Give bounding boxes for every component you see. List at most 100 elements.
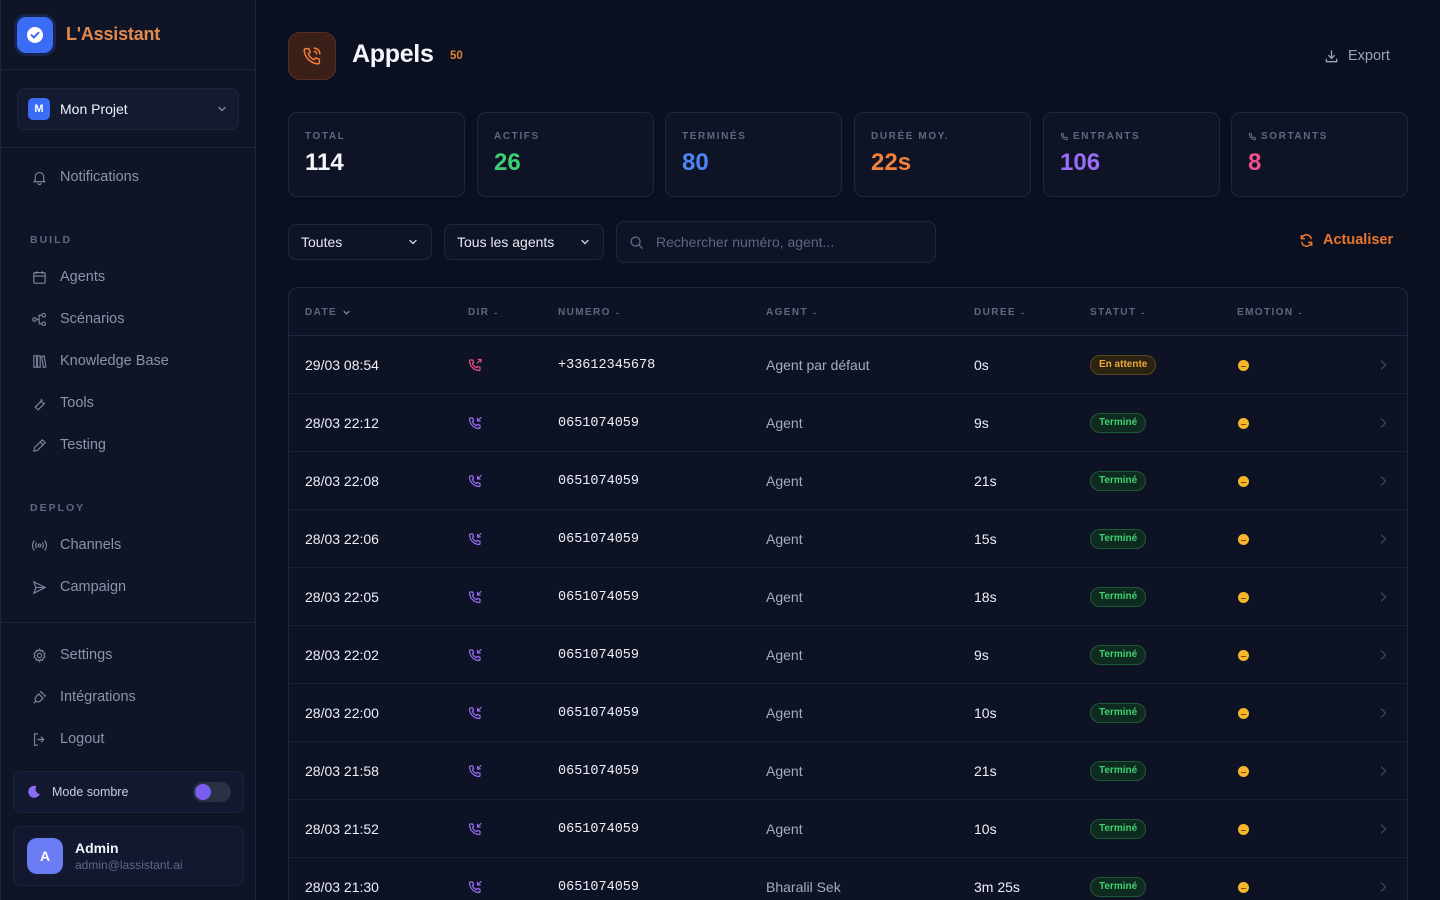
- column-header-emotion[interactable]: EMOTION -: [1237, 307, 1303, 318]
- column-header-duree[interactable]: DUREE -: [974, 307, 1025, 318]
- chevron-down-icon: [581, 239, 589, 245]
- cell-numero: 0651074059: [558, 415, 640, 431]
- chevron-right-icon[interactable]: [1379, 417, 1388, 429]
- chevron-right-icon[interactable]: [1379, 359, 1388, 371]
- chevron-right-icon[interactable]: [1379, 823, 1388, 835]
- cell-duree: 9s: [974, 647, 989, 663]
- incoming-call-icon: [468, 880, 482, 893]
- sidebar-item-label: Scénarios: [60, 311, 125, 327]
- sidebar-item-integrations[interactable]: Intégrations: [17, 679, 239, 715]
- status-badge: Terminé: [1090, 413, 1147, 433]
- sidebar-item-knowledge-base[interactable]: Knowledge Base: [17, 343, 239, 379]
- column-header-numero[interactable]: NUMERO -: [558, 307, 620, 318]
- sidebar-item-logout[interactable]: Logout: [17, 721, 239, 757]
- sidebar-item-notifications[interactable]: Notifications: [17, 159, 239, 195]
- status-badge: Terminé: [1090, 471, 1147, 491]
- stat-label: ACTIFS: [494, 131, 540, 142]
- cell-emotion: [1238, 568, 1249, 626]
- table-row[interactable]: 28/03 22:00 0651074059 Agent 10s Terminé: [289, 684, 1407, 742]
- cell-agent: Agent: [766, 415, 803, 431]
- status-badge: Terminé: [1090, 703, 1147, 723]
- sidebar-item-channels[interactable]: Channels: [17, 527, 239, 563]
- sidebar-item-agents[interactable]: Agents: [17, 259, 239, 295]
- cell-numero: 0651074059: [558, 473, 640, 489]
- cell-date: 28/03 21:30: [305, 879, 379, 895]
- cell-action: [1379, 336, 1388, 394]
- table-row[interactable]: 28/03 22:06 0651074059 Agent 15s Terminé: [289, 510, 1407, 568]
- sort-icon: -: [1141, 307, 1146, 318]
- cell-agent: Agent: [766, 473, 803, 489]
- cell-date: 29/03 08:54: [305, 357, 379, 373]
- agent-filter-select[interactable]: Tous les agents: [444, 224, 604, 260]
- table-row[interactable]: 28/03 22:02 0651074059 Agent 9s Terminé: [289, 626, 1407, 684]
- cell-duree: 10s: [974, 821, 997, 837]
- table-row[interactable]: 28/03 21:30 0651074059 Bharalil Sek 3m 2…: [289, 858, 1407, 900]
- project-switcher[interactable]: M Mon Projet: [17, 87, 239, 130]
- project-badge: M: [28, 97, 50, 120]
- column-header-agent[interactable]: AGENT -: [766, 307, 817, 318]
- sidebar-item-testing[interactable]: Testing: [17, 427, 239, 463]
- divider: [1, 147, 256, 148]
- cell-action: [1379, 452, 1388, 510]
- table-row[interactable]: 28/03 21:58 0651074059 Agent 21s Terminé: [289, 742, 1407, 800]
- neutral-face-icon: [1238, 359, 1249, 371]
- sidebar-item-campaign[interactable]: Campaign: [17, 569, 239, 605]
- user-card[interactable]: A Admin admin@lassistant.ai: [13, 826, 244, 886]
- table-row[interactable]: 28/03 22:08 0651074059 Agent 21s Terminé: [289, 452, 1407, 510]
- cell-numero: 0651074059: [558, 821, 640, 837]
- status-filter-select[interactable]: Toutes: [288, 224, 432, 260]
- refresh-icon: [1300, 233, 1313, 247]
- chevron-right-icon[interactable]: [1379, 881, 1388, 893]
- search-input[interactable]: [656, 234, 916, 250]
- incoming-call-icon: [468, 706, 482, 719]
- table-row[interactable]: 29/03 08:54 +33612345678 Agent par défau…: [289, 336, 1407, 394]
- table-row[interactable]: 28/03 22:05 0651074059 Agent 18s Terminé: [289, 568, 1407, 626]
- neutral-face-icon: [1238, 823, 1249, 835]
- cell-direction: [468, 626, 483, 684]
- stat-value: 26: [494, 149, 521, 176]
- status-badge: Terminé: [1090, 529, 1147, 549]
- column-label: DATE: [305, 307, 338, 318]
- cell-direction: [468, 858, 483, 900]
- main-content: Appels 50 Export TOTAL 114 ACTIFS 26 TER…: [256, 0, 1440, 900]
- chevron-right-icon[interactable]: [1379, 533, 1388, 545]
- column-label: STATUT: [1090, 307, 1137, 318]
- user-name: Admin: [75, 840, 119, 856]
- column-header-statut[interactable]: STATUT -: [1090, 307, 1146, 318]
- brand: L'Assistant: [1, 0, 255, 70]
- chevron-right-icon[interactable]: [1379, 765, 1388, 777]
- chevron-right-icon[interactable]: [1379, 649, 1388, 661]
- chevron-right-icon[interactable]: [1379, 475, 1388, 487]
- dark-mode-toggle[interactable]: [193, 782, 231, 802]
- table-row[interactable]: 28/03 21:52 0651074059 Agent 10s Terminé: [289, 800, 1407, 858]
- cell-agent: Agent: [766, 705, 803, 721]
- cell-direction: [468, 568, 483, 626]
- sidebar-item-label: Campaign: [60, 579, 127, 595]
- column-header-date[interactable]: DATE: [305, 307, 351, 318]
- cell-statut: Terminé: [1090, 568, 1147, 626]
- refresh-button[interactable]: Actualiser: [1299, 232, 1393, 248]
- cell-statut: Terminé: [1090, 684, 1147, 742]
- sidebar-item-scenarios[interactable]: Scénarios: [17, 301, 239, 337]
- table-header: DATE DIR - NUMERO - AGENT - DUREE - STATUT - …: [289, 288, 1407, 336]
- export-button[interactable]: Export: [1324, 44, 1390, 68]
- calendar-bot-icon: [33, 270, 46, 284]
- chevron-right-icon[interactable]: [1379, 707, 1388, 719]
- chevron-right-icon[interactable]: [1379, 591, 1388, 603]
- incoming-call-icon: [468, 590, 482, 603]
- sidebar-item-settings[interactable]: Settings: [17, 637, 239, 673]
- sidebar: L'Assistant M Mon Projet Notifications B…: [0, 0, 256, 900]
- stat-value: 22s: [871, 149, 912, 176]
- cell-duree: 0s: [974, 357, 989, 373]
- incoming-call-icon: [468, 532, 482, 545]
- cell-action: [1379, 626, 1388, 684]
- sidebar-item-label: Intégrations: [60, 689, 136, 705]
- cell-duree: 21s: [974, 473, 997, 489]
- incoming-call-icon: [468, 416, 482, 429]
- column-header-dir[interactable]: DIR -: [468, 307, 499, 318]
- table-row[interactable]: 28/03 22:12 0651074059 Agent 9s Terminé: [289, 394, 1407, 452]
- brand-logo-icon[interactable]: [17, 16, 53, 53]
- sidebar-item-tools[interactable]: Tools: [17, 385, 239, 421]
- status-badge: Terminé: [1090, 587, 1147, 607]
- outgoing-call-icon: [1248, 132, 1256, 141]
